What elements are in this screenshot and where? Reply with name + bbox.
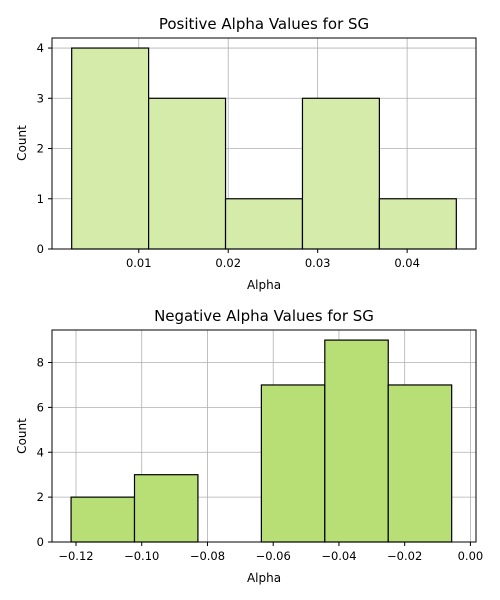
x-tick-label: −0.12 (58, 549, 93, 563)
negative-alpha-histogram: Negative Alpha Values for SG Alpha Count… (15, 307, 483, 585)
y-axis-label: Count (15, 418, 29, 454)
histogram-bar (301, 97, 380, 250)
histogram-bar (224, 198, 304, 250)
y-tick-label: 2 (37, 490, 44, 504)
x-tick-label: −0.10 (124, 549, 159, 563)
y-tick-label: 4 (37, 41, 44, 55)
bars (71, 47, 457, 250)
x-tick-label: −0.04 (321, 549, 356, 563)
histogram-bar (260, 384, 326, 543)
histogram-bar (71, 47, 150, 250)
x-tick-label: 0.00 (458, 549, 484, 563)
x-tick-label: −0.08 (190, 549, 225, 563)
x-axis-label: Alpha (247, 571, 281, 585)
histogram-bar (324, 339, 389, 543)
y-tick-label: 3 (37, 91, 44, 105)
x-tick-label: 0.03 (305, 256, 331, 270)
plot-frame (51, 37, 477, 250)
chart-title: Positive Alpha Values for SG (159, 15, 369, 33)
x-tick-label: 0.02 (215, 256, 241, 270)
y-tick-label: 2 (37, 142, 44, 156)
y-tick-label: 1 (37, 192, 44, 206)
histogram-bar (133, 474, 199, 543)
histogram-bar (70, 496, 136, 543)
histogram-bar (148, 97, 227, 250)
x-axis-label: Alpha (247, 278, 281, 292)
x-tick-label: 0.04 (394, 256, 420, 270)
x-tick-label: 0.01 (126, 256, 152, 270)
histogram-bar (378, 198, 457, 250)
y-tick-label: 4 (37, 445, 44, 459)
y-tick-label: 6 (37, 400, 44, 414)
y-axis-label: Count (15, 125, 29, 161)
x-tick-label: −0.06 (256, 549, 291, 563)
plot-frame (51, 329, 477, 543)
histogram-bar (387, 384, 453, 543)
chart-title: Negative Alpha Values for SG (154, 307, 374, 325)
y-tick-label: 0 (37, 242, 44, 256)
bars (70, 339, 453, 543)
x-tick-label: −0.02 (387, 549, 422, 563)
y-tick-label: 8 (37, 356, 44, 370)
y-tick-label: 0 (37, 535, 44, 549)
positive-alpha-histogram: Positive Alpha Values for SG Alpha Count… (15, 15, 477, 292)
